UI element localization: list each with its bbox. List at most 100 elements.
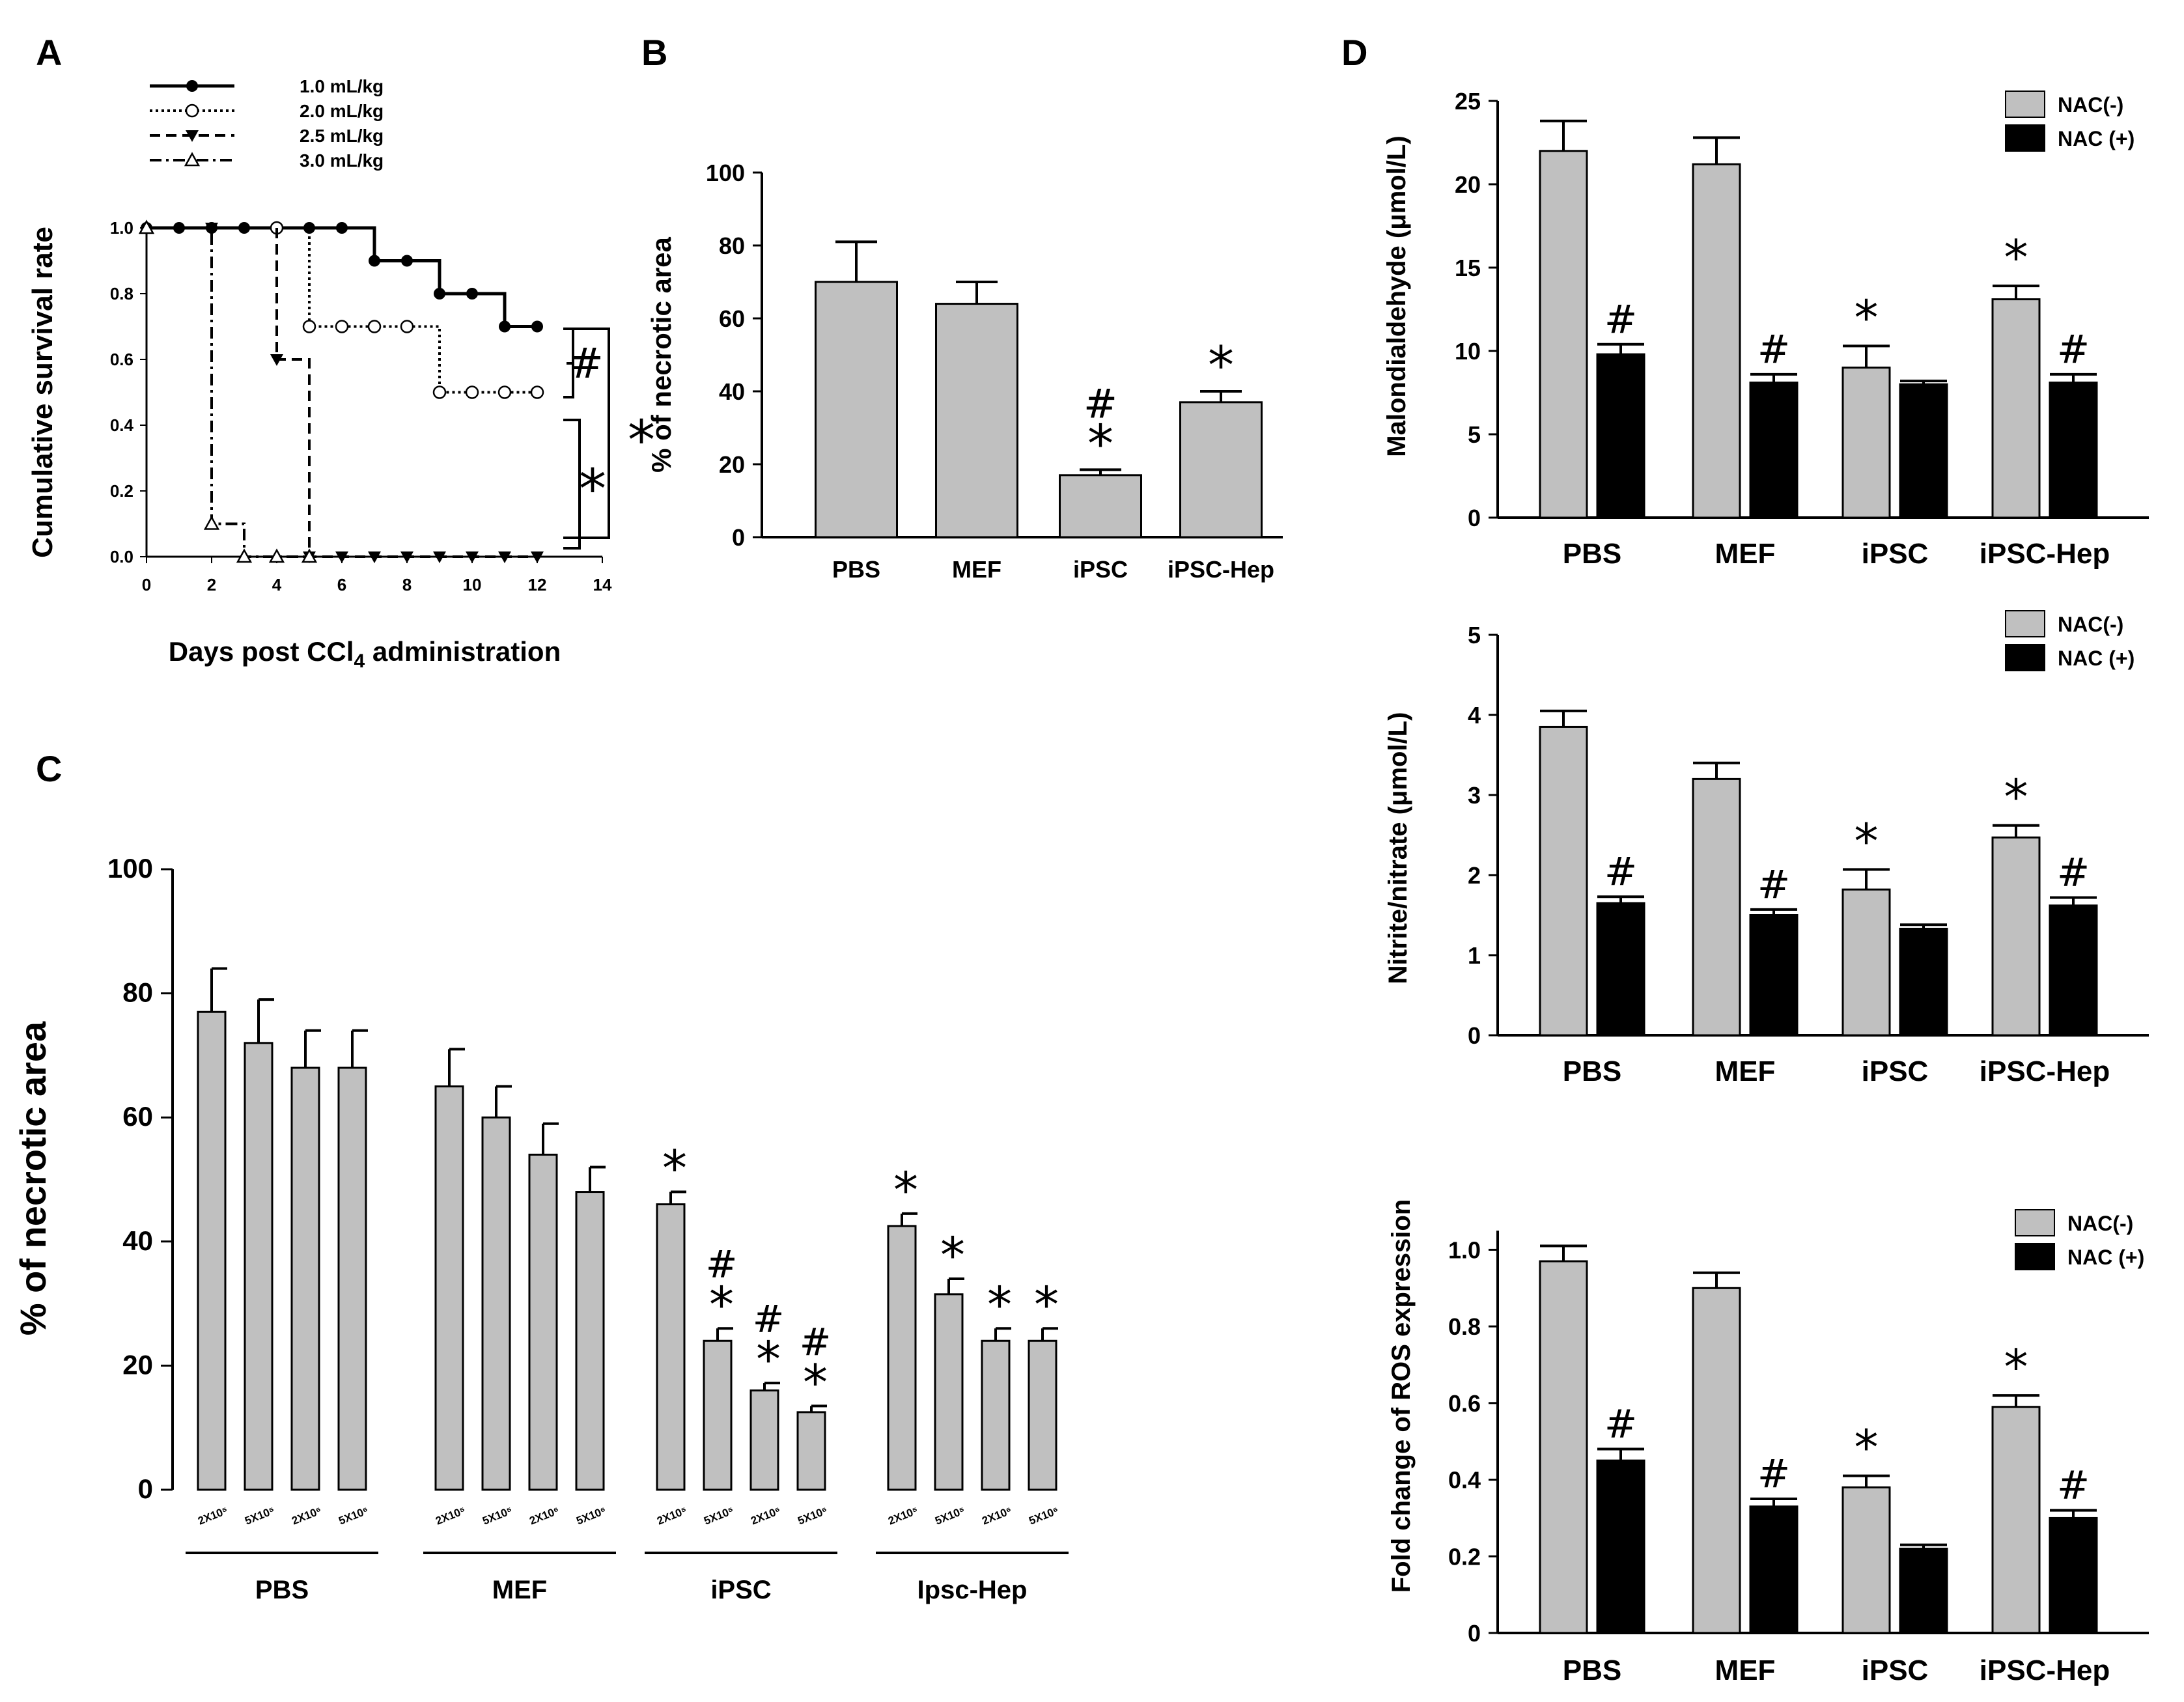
panel-a-legend-label: 2.5 mL/kg bbox=[300, 126, 384, 146]
panel-a-data-point bbox=[400, 551, 413, 563]
panel-a-legend-marker bbox=[185, 104, 199, 118]
panel-a-x-tick-label: 0 bbox=[142, 575, 151, 594]
panel-c-group-label: MEF bbox=[492, 1576, 547, 1604]
panel-d-mda-annotation-hash-mark: # bbox=[2057, 327, 2090, 372]
panel-d-nitrite-y-tick-label: 4 bbox=[1468, 702, 1481, 729]
panel-d-mda-y-tick-label: 5 bbox=[1468, 421, 1481, 448]
panel-d-nitrite-category-label: iPSC bbox=[1862, 1055, 1929, 1087]
panel-d-malondialdehyde-chart: 0 5 10 15 20 25 Malondialdehyde (μmol/L) # PBS # M… bbox=[1382, 88, 2149, 570]
panel-a-data-point bbox=[367, 320, 382, 333]
panel-a-series-line-2-5-ml-kg bbox=[212, 227, 537, 558]
panel-d-nitrite-bar-ipsc-hep-nac bbox=[2049, 904, 2098, 1037]
panel-b-necrotic-bar-chart: 0 20 40 60 80 100 % of necrotic area PBS MEF iPSC… bbox=[646, 160, 1283, 583]
panel-b-category-label: iPSC bbox=[1073, 556, 1128, 583]
panel-d-nitrite-category-label: MEF bbox=[1715, 1055, 1776, 1087]
panel-b-category-label: PBS bbox=[832, 556, 880, 583]
panel-c-bar-ipsc-4 bbox=[796, 1411, 826, 1491]
panel-d-mda-y-axis-label: Malondialdehyde (μmol/L) bbox=[1382, 135, 1411, 456]
panel-b-y-tick-label: 40 bbox=[719, 378, 745, 405]
panel-a-annotation-star-mark: * bbox=[628, 408, 655, 472]
panel-letter-d: D bbox=[1341, 32, 1367, 73]
panel-d-mda-y-tick-label: 0 bbox=[1468, 505, 1481, 531]
panel-d-nitrite-legend-swatch bbox=[2005, 610, 2045, 637]
panel-d-nitrite-annotation-hash-mark: # bbox=[1757, 862, 1790, 908]
panel-d-nitrite-bar-ipsc-nac bbox=[1841, 888, 1891, 1037]
panel-d-ros-legend-label: NAC(-) bbox=[2067, 1212, 2133, 1235]
panel-d-mda-annotation-hash-mark: # bbox=[1604, 297, 1637, 342]
panel-b-bar-ipsc-hep bbox=[1179, 401, 1263, 538]
panel-b-y-tick-label: 100 bbox=[706, 160, 745, 186]
panel-d-mda-category-label: MEF bbox=[1715, 538, 1776, 570]
panel-a-y-tick-label: 0.2 bbox=[110, 481, 133, 501]
panel-d-ros-legend-swatch bbox=[2015, 1243, 2055, 1270]
panel-d-ros-legend-label: NAC (+) bbox=[2067, 1246, 2144, 1269]
panel-a-data-point bbox=[301, 548, 318, 563]
panel-c-y-tick-label: 0 bbox=[138, 1473, 153, 1504]
panel-d-mda-legend-label: NAC(-) bbox=[2058, 93, 2123, 117]
panel-d-nitrite-chart: 0 1 2 3 4 5 Nitrite/nitrate (μmol/L) # PBS # MEF * i… bbox=[1384, 610, 2149, 1087]
panel-a-data-point bbox=[499, 320, 511, 333]
panel-d-ros-y-tick-label: 1.0 bbox=[1448, 1236, 1481, 1263]
panel-d-ros-annotation-star-mark: * bbox=[2004, 1339, 2028, 1395]
panel-c-bar-ipsc-hep-2 bbox=[934, 1293, 964, 1491]
panel-c-y-tick-label: 40 bbox=[122, 1225, 153, 1256]
panel-d-mda-bar-mef-nac bbox=[1692, 163, 1741, 519]
panel-d-ros-annotation-hash-mark: # bbox=[1604, 1401, 1637, 1447]
panel-c-bar-mef-4 bbox=[575, 1191, 605, 1491]
panel-a-data-point bbox=[531, 320, 543, 333]
panel-b-y-tick-label: 0 bbox=[732, 524, 745, 551]
panel-c-annotation-star-mark: * bbox=[987, 1276, 1012, 1333]
panel-d-mda-bar-ipsc-hep-nac bbox=[1991, 298, 2041, 519]
panel-d-nitrite-bar-mef-nac bbox=[1692, 777, 1741, 1037]
panel-a-series-line-3-0-ml-kg bbox=[147, 227, 309, 558]
panel-a-data-point bbox=[434, 288, 445, 300]
panel-a-data-point bbox=[203, 515, 220, 530]
panel-d-nitrite-annotation-star-mark: * bbox=[2004, 770, 2028, 826]
panel-d-ros-bar-pbs-nac bbox=[1596, 1459, 1645, 1634]
panel-a-annotation-star-mark: * bbox=[579, 457, 606, 521]
panel-a-data-point bbox=[466, 551, 479, 563]
panel-d-mda-bar-pbs-nac bbox=[1539, 150, 1588, 519]
panel-d-ros-bar-mef-nac bbox=[1692, 1287, 1741, 1634]
panel-d-ros-chart: 0 0.2 0.4 0.6 0.8 1.0 Fold change of ROS expre… bbox=[1387, 1199, 2149, 1686]
panel-d-ros-bar-ipsc-hep-nac bbox=[1991, 1406, 2041, 1634]
panel-b-bar-pbs bbox=[815, 281, 898, 538]
panel-a-data-point bbox=[497, 385, 512, 399]
panel-c-group-label: Ipsc-Hep bbox=[917, 1576, 1028, 1604]
panel-a-data-point bbox=[236, 548, 253, 563]
panel-d-ros-annotation-star-mark: * bbox=[1855, 1420, 1879, 1476]
panel-d-ros-y-tick-label: 0.6 bbox=[1448, 1390, 1481, 1417]
panel-a-data-point bbox=[498, 551, 511, 563]
panel-c-y-axis-label: % of necrotic area bbox=[12, 1021, 53, 1335]
panel-c-annotation-hash-mark: # bbox=[706, 1242, 738, 1287]
panel-a-data-point bbox=[465, 385, 479, 399]
panel-d-ros-annotation-hash-mark: # bbox=[1757, 1451, 1790, 1497]
panel-c-bar-pbs-4 bbox=[337, 1067, 367, 1491]
panel-a-data-point bbox=[531, 551, 544, 563]
panel-d-ros-annotation-hash-mark: # bbox=[2057, 1463, 2090, 1509]
panel-c-annotation-star-mark: * bbox=[893, 1161, 918, 1219]
panel-c-bar-ipsc-hep-4 bbox=[1028, 1339, 1057, 1491]
panel-d-nitrite-y-tick-label: 3 bbox=[1468, 782, 1481, 809]
panel-c-annotation-star-mark: * bbox=[1034, 1276, 1059, 1333]
panel-c-bar-ipsc-2 bbox=[703, 1339, 733, 1491]
panel-c-annotation-star-mark: * bbox=[940, 1226, 965, 1284]
panel-c-y-tick-label: 80 bbox=[122, 977, 153, 1008]
panel-d-ros-bar-ipsc-nac bbox=[1841, 1486, 1891, 1634]
panel-a-x-axis-label: Days post CCl4 administration bbox=[169, 636, 561, 672]
panel-d-mda-annotation-star-mark: * bbox=[1855, 290, 1879, 346]
panel-d-mda-bar-ipsc-nac bbox=[1899, 383, 1948, 519]
panel-a-x-tick-label: 8 bbox=[402, 575, 412, 594]
panel-d-mda-legend-swatch bbox=[2005, 124, 2045, 152]
panel-d-mda-legend-swatch bbox=[2005, 91, 2045, 118]
panel-a-y-tick-label: 0.8 bbox=[110, 284, 133, 303]
panel-d-nitrite-annotation-hash-mark: # bbox=[1604, 849, 1637, 895]
panel-a-x-tick-label: 2 bbox=[207, 575, 216, 594]
panel-d-nitrite-y-tick-label: 1 bbox=[1468, 942, 1481, 969]
panel-d-nitrite-bar-ipsc-hep-nac bbox=[1991, 836, 2041, 1037]
panel-d-nitrite-y-tick-label: 2 bbox=[1468, 862, 1481, 889]
panel-d-nitrite-bar-ipsc-nac bbox=[1899, 927, 1948, 1037]
panel-a-data-point bbox=[336, 222, 348, 234]
panel-a-data-point bbox=[302, 320, 316, 333]
